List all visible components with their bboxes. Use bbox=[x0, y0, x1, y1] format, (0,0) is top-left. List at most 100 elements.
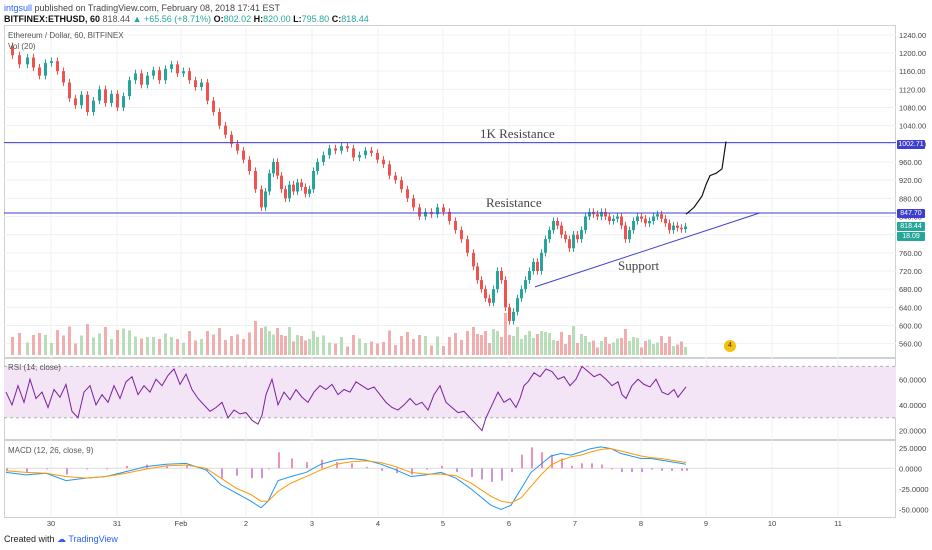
candle bbox=[110, 93, 113, 103]
volume-label: Vol (20) bbox=[8, 42, 36, 51]
candle bbox=[248, 159, 251, 172]
volume-bar bbox=[620, 338, 623, 355]
signal-line bbox=[5, 448, 687, 504]
candle bbox=[676, 225, 679, 228]
volume-bar bbox=[616, 338, 619, 355]
volume-bar bbox=[308, 339, 311, 355]
rsi-line bbox=[5, 365, 687, 432]
macd-histogram-bar bbox=[46, 468, 48, 470]
macd-histogram-bar bbox=[686, 468, 688, 471]
volume-bar bbox=[68, 326, 71, 355]
price-pane[interactable] bbox=[4, 25, 896, 358]
volume-bar bbox=[346, 346, 349, 355]
candle bbox=[454, 221, 457, 231]
price-tick-label: 1200.00 bbox=[899, 49, 926, 58]
tradingview-logo-icon[interactable]: ☁ bbox=[57, 534, 67, 544]
candle bbox=[11, 46, 14, 56]
volume-bar bbox=[340, 337, 343, 355]
macd-histogram-bar bbox=[661, 468, 663, 471]
volume-bar bbox=[680, 341, 683, 355]
price-tick-label: 1040.00 bbox=[899, 122, 926, 131]
volume-bar bbox=[454, 333, 457, 355]
macd-histogram-bar bbox=[611, 468, 613, 470]
x-tick-label: 11 bbox=[834, 519, 842, 528]
candle bbox=[596, 214, 599, 217]
candle bbox=[488, 298, 491, 303]
macd-histogram-bar bbox=[166, 465, 168, 469]
candle bbox=[476, 266, 479, 281]
volume-bar bbox=[260, 328, 263, 355]
volume-bar bbox=[164, 333, 167, 355]
symbol-name: BITFINEX:ETHUSD, 60 bbox=[4, 14, 101, 24]
macd-histogram-bar bbox=[261, 468, 263, 479]
volume-bar bbox=[492, 329, 495, 355]
candle bbox=[288, 184, 291, 199]
candle bbox=[364, 150, 367, 156]
candle bbox=[466, 239, 469, 253]
candle bbox=[536, 261, 539, 271]
rsi-title: RSI (14, close) bbox=[8, 363, 61, 372]
volume-bar bbox=[528, 331, 531, 355]
macd-histogram-bar bbox=[631, 468, 633, 473]
volume-bar bbox=[268, 331, 271, 355]
candle bbox=[520, 289, 523, 299]
candle bbox=[194, 80, 197, 88]
volume-bar bbox=[248, 332, 251, 355]
macd-histogram-bar bbox=[681, 468, 683, 471]
h-label: H: bbox=[253, 14, 264, 24]
volume-bar bbox=[684, 347, 687, 355]
volume-bar bbox=[576, 343, 579, 355]
volume-bar bbox=[86, 324, 89, 355]
volume-bar bbox=[436, 336, 439, 355]
support-line bbox=[534, 212, 761, 288]
volume-bar bbox=[254, 321, 257, 355]
macd-histogram-bar bbox=[381, 468, 383, 471]
tag-resistance: 847.70 bbox=[897, 209, 925, 218]
candle bbox=[128, 80, 131, 97]
macd-histogram-bar bbox=[26, 468, 28, 473]
volume-bar bbox=[212, 334, 215, 355]
volume-bar bbox=[116, 330, 119, 355]
macd-histogram-bar bbox=[601, 464, 603, 469]
volume-bar bbox=[560, 332, 563, 355]
footer-created: Created with bbox=[4, 534, 55, 544]
volume-bar bbox=[300, 336, 303, 355]
candle bbox=[418, 207, 421, 217]
candle bbox=[608, 216, 611, 222]
tag-volume: 18.09 bbox=[897, 232, 925, 241]
candle bbox=[122, 96, 125, 108]
candle bbox=[680, 227, 683, 230]
candle bbox=[188, 71, 191, 81]
volume-bar bbox=[472, 327, 475, 355]
candle bbox=[212, 100, 215, 113]
volume-bar bbox=[140, 338, 143, 355]
x-tick-label: 2 bbox=[244, 519, 248, 528]
volume-bar bbox=[224, 340, 227, 355]
candle bbox=[200, 82, 203, 88]
event-marker-icon[interactable]: 4 bbox=[724, 340, 736, 352]
macd-histogram-bar bbox=[621, 468, 623, 473]
author-link[interactable]: intgsull bbox=[4, 3, 33, 13]
candle bbox=[276, 161, 279, 176]
macd-histogram-bar bbox=[651, 468, 653, 470]
price-tick-label: 1120.00 bbox=[899, 85, 926, 94]
candle bbox=[170, 64, 173, 69]
macd-histogram-bar bbox=[6, 468, 8, 471]
last-price: 818.44 bbox=[102, 14, 131, 24]
open-value: 802.02 bbox=[223, 14, 252, 24]
macd-histogram-bar bbox=[581, 463, 583, 469]
volume-bar bbox=[74, 343, 77, 355]
volume-bar bbox=[540, 331, 543, 355]
candle bbox=[146, 75, 149, 85]
volume-bar bbox=[476, 334, 479, 355]
volume-bar bbox=[556, 341, 559, 355]
candle bbox=[484, 289, 487, 299]
volume-bar bbox=[242, 339, 245, 355]
candle bbox=[80, 94, 83, 106]
macd-pane[interactable] bbox=[4, 440, 896, 518]
volume-bar bbox=[334, 343, 337, 355]
footer-brand[interactable]: TradingView bbox=[68, 534, 118, 544]
volume-bar bbox=[608, 344, 611, 355]
volume-bar bbox=[544, 332, 547, 355]
